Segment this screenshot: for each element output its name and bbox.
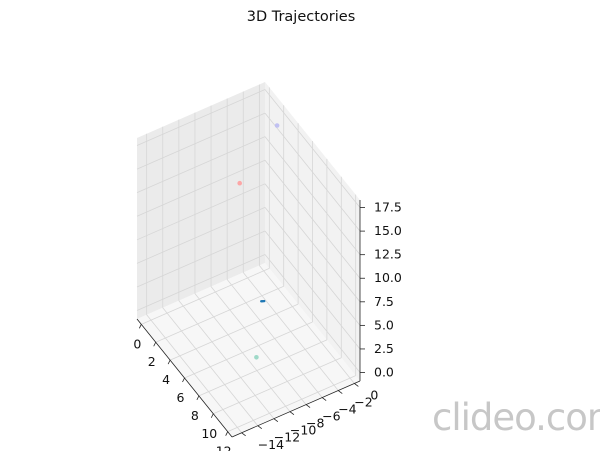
grid-line-z [136,207,266,264]
grid-line-y [194,293,291,412]
grid-line-y [162,307,259,426]
z-tick-label: 5.0 [374,317,394,332]
grid-line-z [136,183,266,241]
grid-line-z [264,159,361,279]
x-tick-label: 2 [148,354,156,369]
grid-line-y [210,286,307,405]
z-tick-label: 0.0 [374,365,394,380]
grid-line-y [242,272,339,391]
z-tick-label: 10.0 [374,270,402,285]
y-tick-label: −6 [322,409,340,424]
grid-line-z [136,89,266,146]
grid-lines [136,84,361,434]
y-tick-label: 0 [370,388,378,403]
y-tick-mark [273,418,279,423]
x-tick-label: 0 [133,336,141,351]
trajectory-point-0 [263,299,266,303]
y-tick-label: −8 [306,416,324,431]
grid-line-z [264,89,361,208]
grid-line-y [146,314,242,434]
grid-line-x [141,267,270,325]
side-wall-pane [137,82,265,319]
y-tick-label: −10 [290,423,316,438]
x-tick-mark [153,342,157,347]
x-tick-label: 10 [201,426,217,441]
z-tick-label: 12.5 [374,247,402,262]
z-tick-label: 17.5 [374,200,402,215]
y-tick-mark [289,411,295,415]
x-tick-mark [182,377,185,383]
x-tick-mark [138,324,142,329]
trajectory-point-2 [274,123,280,128]
z-tick-label: 15.0 [374,223,402,238]
grid-line-z [264,207,361,326]
watermark-logo: clideo.com [432,396,600,439]
x-tick-mark [225,431,229,436]
grid-line-x [155,285,284,343]
z-tick-label: 7.5 [374,294,394,309]
x-tick-mark [210,413,214,418]
y-tick-label: −14 [258,437,284,451]
x-tick-mark [167,359,171,365]
grid-line-z [264,112,361,232]
grid-line-x [198,339,328,397]
grid-line-z [264,136,361,255]
x-tick-mark [196,395,200,401]
x-tick-label: 12 [216,444,232,451]
trajectory-point-3 [254,355,259,360]
y-tick-mark [305,404,311,408]
x-tick-label: 6 [177,390,185,405]
grid-line-z [264,183,361,303]
grid-line-x [169,303,299,361]
y-tick-mark [257,425,263,430]
grid-line-z [136,136,266,194]
grid-line-x [227,375,356,433]
grid-line-z [264,254,361,373]
x-tick-label: 8 [191,408,199,423]
y-tick-label: −2 [354,395,372,410]
grid-line-z [136,230,266,288]
z-tick-label: 2.5 [374,341,394,356]
y-tick-mark [354,383,359,387]
grid-line-z [136,112,266,170]
grid-line-y [226,279,323,398]
grid-line-y [259,265,355,384]
grid-line-z [136,159,266,217]
x-tick-label: 4 [162,372,170,387]
grid-line-x [213,357,342,415]
grid-line-z [264,230,361,350]
grid-line-x [184,321,313,379]
y-tick-mark [321,397,327,401]
axis-ticks: 0246810120−2−4−6−8−10−12−140.02.55.07.51… [133,200,402,451]
grid-line-y [178,300,275,419]
data-series [237,123,280,360]
y-tick-mark [338,390,343,394]
y-tick-mark [241,432,246,437]
trajectory-point-1 [237,180,242,186]
y-tick-label: −4 [338,402,356,417]
grid-line-z [136,254,266,311]
chart-title: 3D Trajectories [247,9,356,25]
y-tick-label: −12 [274,430,300,445]
